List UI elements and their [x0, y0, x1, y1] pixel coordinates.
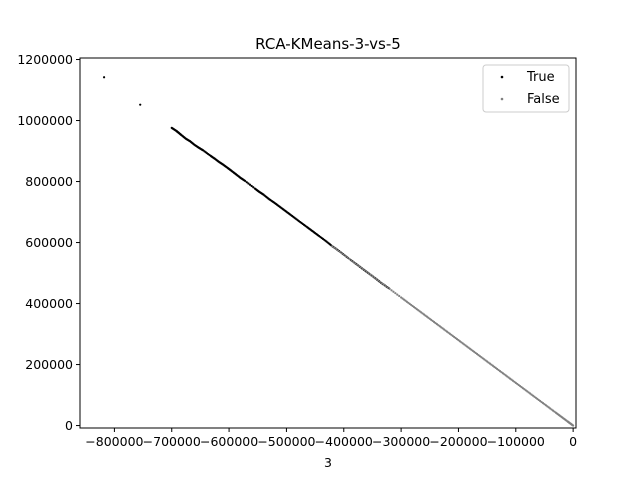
- point-false: [363, 269, 366, 272]
- chart-title: RCA-KMeans-3-vs-5: [255, 35, 401, 53]
- point-false: [390, 289, 393, 292]
- x-tick-label: −800000: [85, 434, 143, 449]
- point-false: [365, 270, 368, 273]
- point-true: [250, 184, 253, 188]
- point-false: [359, 266, 363, 269]
- legend: True False: [482, 64, 570, 113]
- legend-marker-false: [500, 97, 504, 101]
- point-false: [348, 257, 351, 261]
- legend-box: [482, 64, 570, 113]
- point-false: [342, 253, 345, 256]
- x-tick-label: −100000: [487, 434, 545, 449]
- y-tick-label: 0: [65, 418, 73, 433]
- point-false: [367, 272, 370, 275]
- point-false: [361, 267, 364, 271]
- point-false: [335, 247, 338, 251]
- point-true: [139, 103, 142, 106]
- point-false: [388, 287, 391, 291]
- point-false: [350, 259, 353, 262]
- x-tick-label: −300000: [372, 434, 430, 449]
- point-false: [340, 252, 343, 255]
- point-false: [338, 250, 342, 253]
- point-false: [344, 255, 347, 258]
- legend-marker-true: [500, 75, 504, 79]
- point-true: [252, 186, 255, 189]
- point-false: [386, 286, 389, 289]
- point-false: [382, 283, 386, 286]
- point-true: [248, 183, 252, 186]
- x-tick-label: −200000: [429, 434, 487, 449]
- point-false: [356, 263, 359, 266]
- legend-label-true: True: [526, 70, 555, 85]
- plot-frame: [79, 57, 577, 429]
- point-false: [333, 246, 336, 249]
- point-false: [396, 293, 399, 296]
- point-false: [369, 273, 372, 276]
- y-tick-label: 400000: [25, 296, 73, 311]
- point-false: [371, 275, 374, 278]
- point-true: [244, 179, 247, 183]
- point-false: [352, 260, 355, 263]
- point-false: [373, 276, 376, 279]
- x-tick-label: 0: [569, 434, 577, 449]
- point-false: [380, 282, 384, 285]
- x-tick-label: −600000: [200, 434, 258, 449]
- point-false: [336, 249, 340, 252]
- point-true: [102, 76, 106, 79]
- x-axis-ticks: −800000 −700000 −600000 −500000 −400000 −3000…: [85, 428, 577, 449]
- legend-label-false: False: [527, 92, 560, 107]
- x-tick-label: −400000: [315, 434, 373, 449]
- x-tick-label: −500000: [257, 434, 315, 449]
- point-true: [245, 181, 248, 184]
- y-tick-label: 600000: [25, 235, 73, 250]
- point-false: [378, 280, 382, 283]
- point-false: [392, 290, 395, 293]
- y-tick-label: 200000: [25, 357, 73, 372]
- y-axis-ticks: 0 200000 400000 600000 800000 1000000 1200000: [17, 52, 80, 433]
- point-false: [346, 256, 349, 259]
- x-tick-label: −700000: [143, 434, 201, 449]
- x-axis-label: 3: [324, 455, 332, 470]
- point-false: [384, 284, 387, 288]
- point-false: [357, 265, 361, 268]
- point-false: [572, 424, 575, 427]
- y-tick-label: 1200000: [17, 52, 73, 67]
- point-false: [375, 277, 378, 281]
- point-true: [247, 182, 250, 185]
- point-false: [394, 292, 397, 295]
- data-points: [102, 76, 575, 427]
- point-false: [377, 279, 380, 282]
- y-tick-label: 800000: [25, 174, 73, 189]
- point-false: [331, 245, 334, 248]
- point-false: [398, 294, 401, 298]
- point-false: [354, 262, 357, 265]
- y-tick-label: 1000000: [17, 113, 73, 128]
